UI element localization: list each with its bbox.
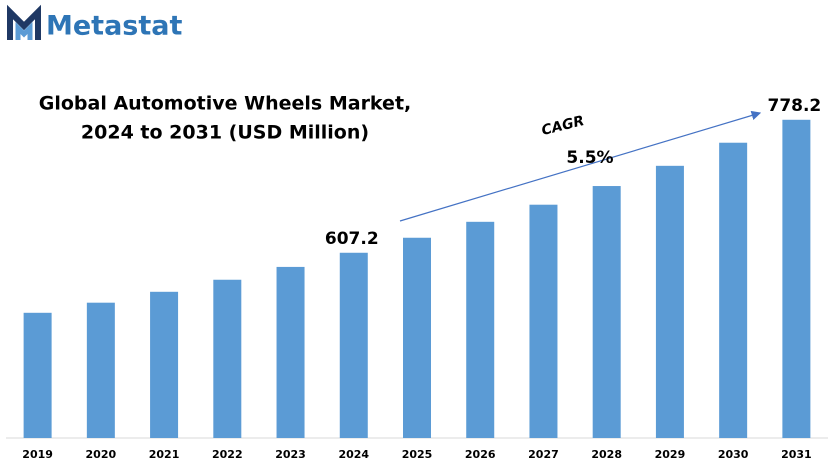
- data-label: 607.2: [325, 229, 379, 249]
- x-tick-label: 2028: [591, 448, 622, 461]
- bar: [213, 279, 242, 438]
- x-tick-label: 2023: [275, 448, 306, 461]
- x-tick-label: 2030: [718, 448, 749, 461]
- x-tick-label: 2027: [528, 448, 559, 461]
- x-tick-label: 2022: [212, 448, 243, 461]
- x-tick-label: 2026: [465, 448, 496, 461]
- bar: [276, 266, 305, 438]
- bar: [403, 237, 431, 438]
- bar: [529, 204, 558, 438]
- x-tick-label: 2019: [22, 448, 53, 461]
- cagr-value: 5.5%: [566, 148, 613, 168]
- cagr-label: CAGR: [540, 113, 586, 139]
- bar: [339, 252, 368, 438]
- logo-icon: [7, 4, 41, 40]
- x-tick-label: 2029: [655, 448, 686, 461]
- bar: [655, 165, 684, 439]
- bar: [592, 186, 621, 438]
- chart-title: Global Automotive Wheels Market,: [39, 93, 412, 115]
- cagr-arrow: [399, 110, 762, 222]
- bar: [23, 312, 52, 438]
- bar: [466, 221, 495, 438]
- bar: [719, 142, 748, 438]
- bar: [86, 302, 115, 438]
- x-tick-label: 2024: [338, 448, 369, 461]
- bar: [782, 119, 811, 438]
- x-tick-label: 2025: [402, 448, 433, 461]
- logo-text: Metastat: [46, 11, 183, 42]
- bar: [150, 291, 179, 438]
- chart-title: 2024 to 2031 (USD Million): [81, 122, 369, 144]
- data-label: 778.2: [767, 96, 821, 116]
- x-tick-label: 2031: [781, 448, 812, 461]
- x-tick-label: 2020: [86, 448, 117, 461]
- x-tick-label: 2021: [149, 448, 180, 461]
